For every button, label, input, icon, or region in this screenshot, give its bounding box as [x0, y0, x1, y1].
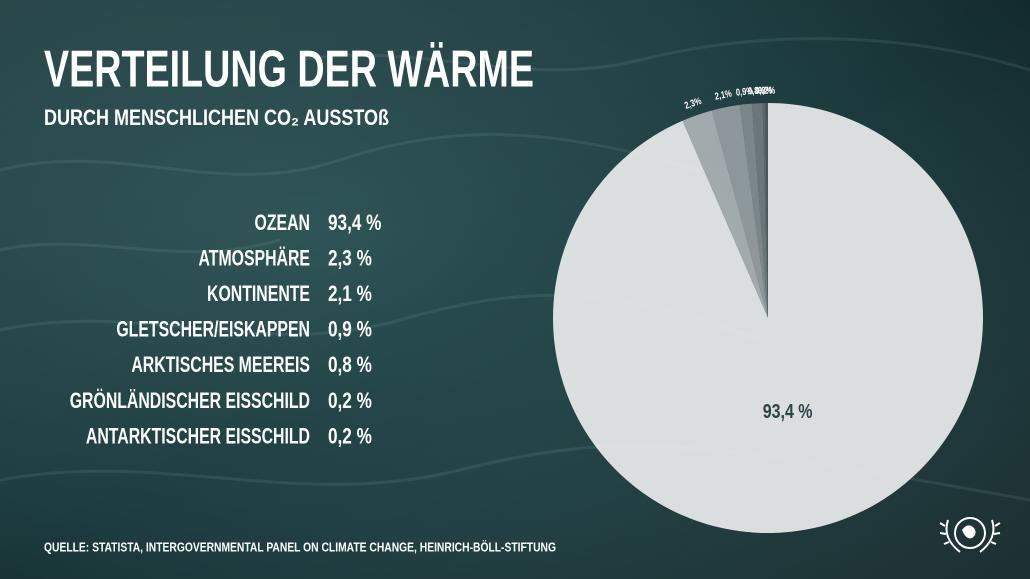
legend-label: GLETSCHER/EISKAPPEN	[116, 317, 310, 342]
legend-value: 2,1 %	[328, 281, 372, 306]
legend-label: KONTINENTE	[207, 281, 310, 306]
pie-slice	[711, 104, 768, 319]
legend-value: 0,9 %	[328, 317, 372, 342]
legend-value: 2,3 %	[328, 245, 372, 270]
slice-label: 93,4 %	[763, 401, 813, 423]
slice-label: 0,8%	[748, 86, 766, 98]
pie-slice	[751, 103, 768, 318]
legend-label: OZEAN	[255, 210, 310, 235]
slice-label: 0,2%	[755, 86, 772, 97]
pie-slice	[682, 110, 768, 319]
legend-value: 0,8 %	[328, 352, 372, 377]
slice-label: 0,2%	[758, 86, 775, 97]
legend-value: 0,2 %	[328, 388, 372, 413]
title: VERTEILUNG DER WÄRME	[44, 41, 534, 99]
logo	[939, 517, 1001, 553]
subtitle: DURCH MENSCHLICHEN CO₂ AUSSTOß	[44, 105, 389, 130]
legend-label: ARKTISCHES MEEREIS	[131, 352, 310, 377]
legend-value: 93,4 %	[328, 210, 381, 235]
pie-slice	[762, 103, 768, 319]
slice-label: 0,9%	[735, 86, 753, 99]
legend-value: 0,2 %	[328, 423, 372, 448]
legend-label: ANTARKTISCHER EISSCHILD	[86, 423, 310, 448]
slice-label: 2,3%	[683, 96, 703, 112]
legend-label: ATMOSPHÄRE	[199, 245, 310, 270]
pie-slice	[765, 103, 768, 318]
source: QUELLE: STATISTA, INTERGOVERNMENTAL PANE…	[44, 539, 556, 554]
legend-label: GRÖNLÄNDISCHER EISSCHILD	[70, 388, 310, 413]
slice-label: 2,1%	[714, 88, 733, 102]
pie-slice	[739, 103, 768, 318]
